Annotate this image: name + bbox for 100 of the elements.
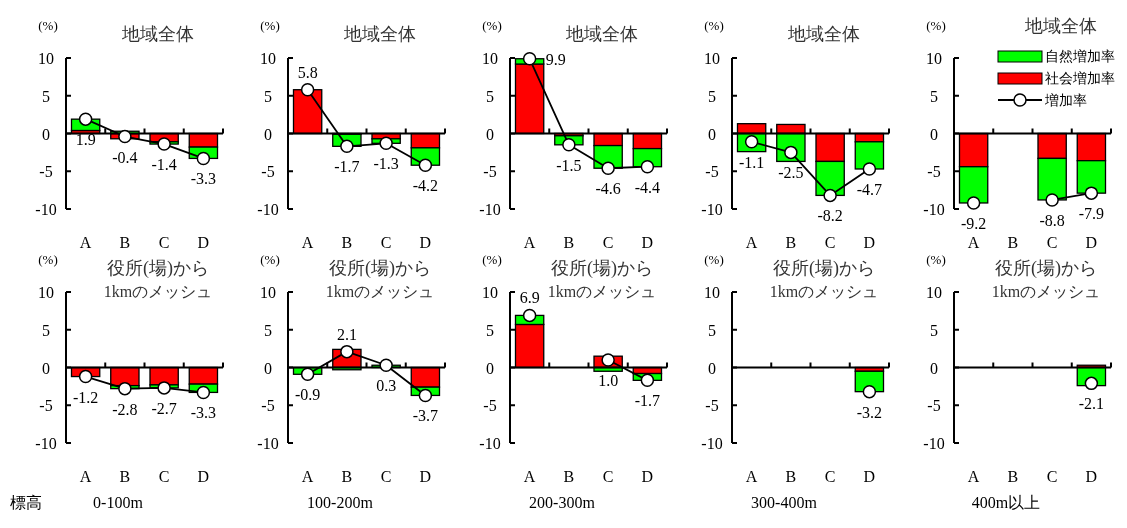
data-label: -3.7 — [412, 407, 439, 425]
y-tick-label: 5 — [264, 321, 272, 339]
chart-title: 地域全体 — [121, 24, 194, 44]
data-label: -2.7 — [151, 399, 177, 417]
chart-title: 役所(場)から 1kmのメッシュ — [103, 258, 213, 300]
data-label: -4.7 — [856, 180, 883, 198]
x-tick-label: D — [641, 234, 654, 251]
data-label: 5.8 — [297, 63, 318, 81]
data-label: -0.4 — [112, 148, 138, 166]
x-tick-label: C — [602, 234, 614, 251]
x-tick-label: C — [158, 234, 170, 251]
x-axis-title: 300-400m — [751, 494, 818, 511]
y-tick-label: 10 — [482, 50, 498, 67]
data-label: -4.2 — [412, 177, 439, 195]
y-tick-label: 10 — [482, 284, 498, 301]
data-label: -0.9 — [294, 386, 321, 404]
x-tick-label: B — [1007, 234, 1019, 251]
data-label: 1.0 — [598, 371, 619, 389]
y-tick-label: -5 — [39, 163, 53, 181]
y-tick-label: -10 — [479, 201, 501, 218]
y-axis-title: (%) — [704, 252, 724, 267]
data-label: 1.9 — [75, 131, 96, 149]
y-tick-label: -5 — [927, 397, 941, 415]
y-tick-label: -5 — [483, 163, 497, 181]
x-axis-title: 400m以上 — [971, 494, 1041, 511]
y-tick-label: 10 — [260, 284, 276, 301]
x-tick-label: D — [197, 234, 210, 251]
data-label: -4.6 — [595, 180, 621, 198]
y-tick-label: 5 — [42, 87, 50, 105]
chart-title: 役所(場)から 1kmのメッシュ — [769, 258, 879, 300]
data-label: -1.4 — [151, 156, 177, 174]
x-tick-label: A — [523, 468, 536, 485]
data-label: -9.2 — [960, 214, 987, 232]
data-label: -1.2 — [72, 388, 99, 406]
x-tick-label: D — [863, 234, 876, 251]
y-tick-label: 0 — [486, 359, 494, 377]
x-tick-label: D — [197, 468, 210, 485]
x-tick-label: A — [79, 234, 92, 251]
y-tick-label: -10 — [479, 435, 501, 452]
y-tick-label: 0 — [42, 125, 50, 143]
x-tick-label: C — [158, 468, 170, 485]
y-axis-title: (%) — [926, 18, 946, 33]
y-tick-label: 0 — [264, 359, 272, 377]
y-tick-label: 0 — [930, 125, 938, 143]
y-tick-label: 5 — [708, 321, 716, 339]
x-tick-label: D — [419, 234, 432, 251]
y-tick-label: -10 — [923, 201, 945, 218]
x-tick-label: B — [563, 234, 575, 251]
y-axis-title: (%) — [926, 252, 946, 267]
y-tick-label: 5 — [264, 87, 272, 105]
x-tick-label: A — [745, 468, 758, 485]
x-axis-title: 0-100m — [93, 494, 144, 511]
y-tick-label: -5 — [261, 397, 275, 415]
y-tick-label: -5 — [261, 163, 275, 181]
chart-title: 地域全体 — [787, 24, 860, 44]
x-tick-label: A — [967, 234, 980, 251]
data-label: -1.5 — [556, 156, 582, 174]
x-tick-label: C — [1046, 234, 1058, 251]
y-tick-label: -10 — [35, 201, 57, 218]
data-label: -2.1 — [1078, 395, 1105, 413]
data-label: -3.3 — [190, 404, 217, 422]
data-label: -3.3 — [190, 170, 217, 188]
data-label: -4.4 — [634, 178, 661, 196]
y-tick-label: 5 — [930, 87, 938, 105]
data-label: -3.2 — [856, 403, 883, 421]
data-label: 2.1 — [336, 325, 357, 343]
y-tick-label: 5 — [486, 321, 494, 339]
y-axis-title: (%) — [260, 18, 280, 33]
y-axis-title: (%) — [260, 252, 280, 267]
x-tick-label: A — [79, 468, 92, 485]
y-tick-label: -10 — [257, 435, 279, 452]
x-axis-title: 200-300m — [529, 494, 596, 511]
x-tick-label: A — [523, 234, 536, 251]
y-tick-label: 0 — [264, 125, 272, 143]
y-axis-title: (%) — [704, 18, 724, 33]
data-label: -1.7 — [634, 392, 661, 410]
data-label: -1.1 — [738, 153, 765, 171]
y-tick-label: -10 — [701, 435, 723, 452]
x-tick-label: A — [745, 234, 758, 251]
y-tick-label: 0 — [42, 359, 50, 377]
x-tick-label: C — [824, 468, 836, 485]
y-tick-label: 0 — [708, 125, 716, 143]
data-label: -2.8 — [112, 400, 138, 418]
y-tick-label: 5 — [708, 87, 716, 105]
x-tick-label: C — [602, 468, 614, 485]
y-tick-label: -5 — [705, 397, 719, 415]
x-tick-label: A — [301, 468, 314, 485]
chart-title: 役所(場)から 1kmのメッシュ — [325, 258, 435, 300]
x-tick-label: B — [341, 234, 353, 251]
y-tick-label: -10 — [923, 435, 945, 452]
x-tick-label: A — [967, 468, 980, 485]
x-tick-label: B — [785, 468, 797, 485]
chart-title: 役所(場)から 1kmのメッシュ — [547, 258, 657, 300]
y-axis-title: (%) — [38, 252, 58, 267]
x-tick-label: D — [641, 468, 654, 485]
chart-title: 地域全体 — [343, 24, 416, 44]
chart-title: 役所(場)から 1kmのメッシュ — [991, 258, 1101, 300]
y-tick-label: -10 — [35, 435, 57, 452]
x-tick-label: B — [119, 468, 131, 485]
y-tick-label: 0 — [486, 125, 494, 143]
